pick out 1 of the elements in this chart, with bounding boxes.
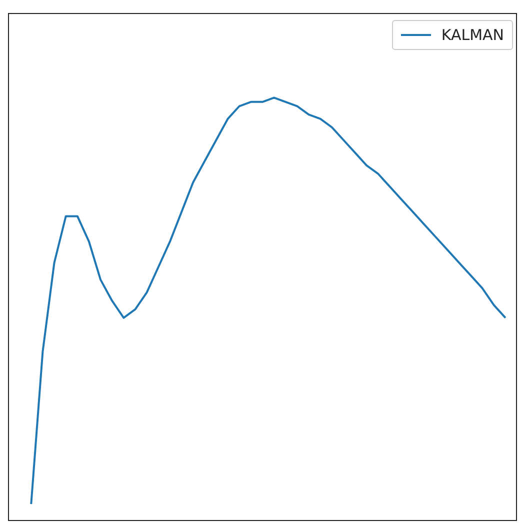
legend-label: KALMAN xyxy=(441,26,504,44)
